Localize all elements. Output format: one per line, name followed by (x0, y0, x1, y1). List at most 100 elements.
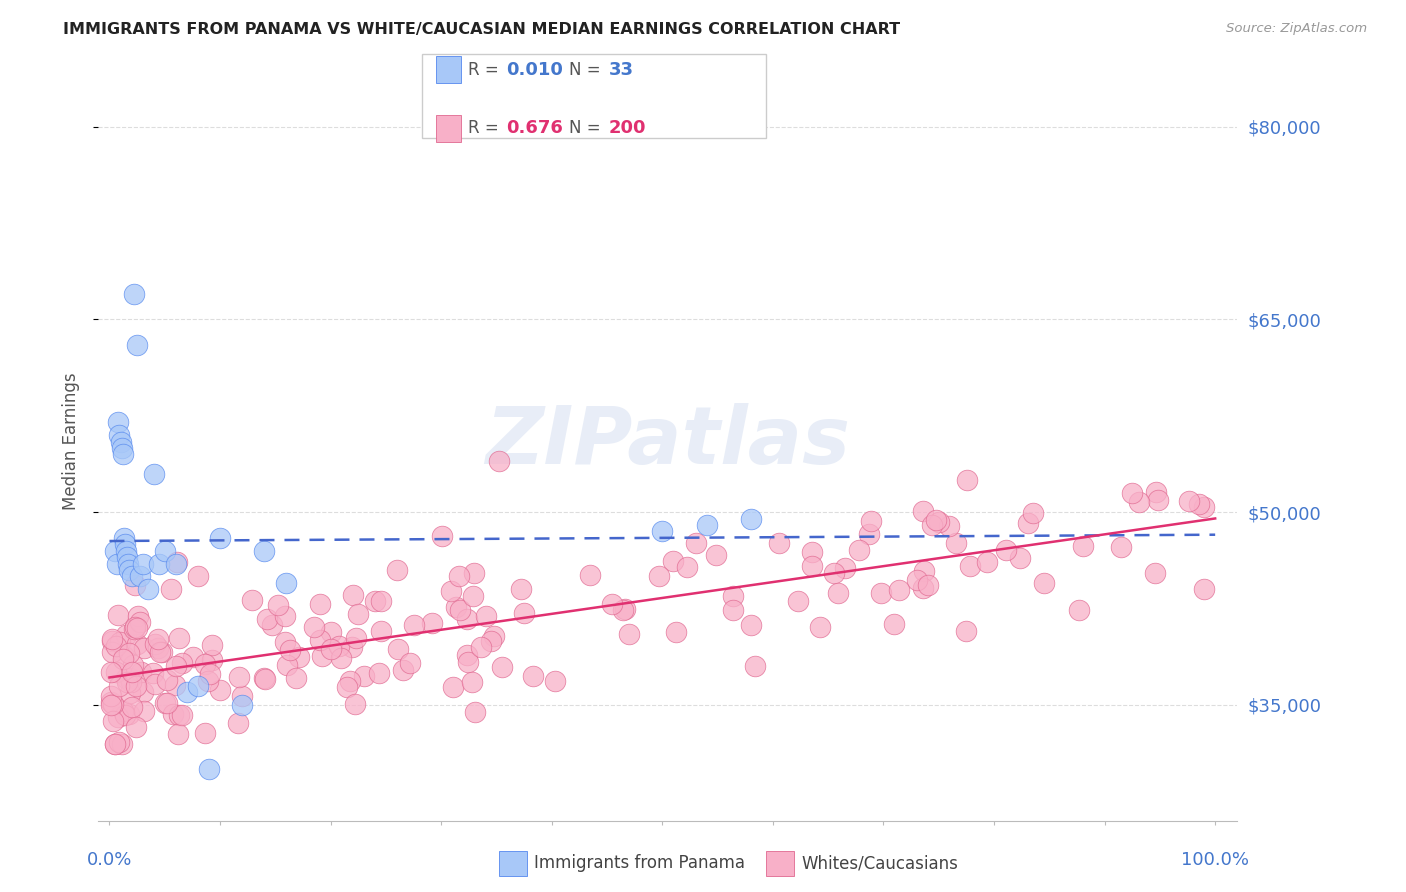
Point (150, 645, 173, 659)
Point (912, 504, 935, 518)
Point (153, 543, 176, 558)
Point (125, 679, 148, 693)
Point (274, 609, 297, 624)
Point (544, 674, 567, 689)
Point (163, 678, 186, 692)
Point (112, 704, 135, 718)
Point (167, 708, 190, 723)
Point (368, 665, 391, 680)
Point (457, 655, 479, 669)
Point (344, 631, 367, 645)
Point (112, 649, 135, 664)
Point (172, 708, 194, 723)
Point (938, 518, 960, 533)
Point (143, 637, 166, 651)
Point (463, 566, 485, 580)
Point (488, 454, 510, 468)
Point (209, 531, 232, 545)
Point (925, 513, 948, 527)
Point (108, 735, 131, 749)
Point (122, 623, 145, 637)
Point (342, 588, 364, 602)
Point (162, 707, 184, 722)
Point (108, 679, 131, 693)
Point (114, 537, 136, 551)
Point (228, 670, 250, 684)
Point (1022, 507, 1045, 521)
Point (721, 603, 744, 617)
Point (104, 737, 127, 751)
Point (600, 597, 623, 611)
Point (231, 689, 253, 703)
Point (253, 543, 276, 558)
Point (744, 659, 766, 673)
Point (156, 696, 179, 710)
Point (302, 620, 325, 634)
Point (801, 545, 824, 559)
Point (347, 607, 370, 621)
Point (456, 612, 478, 626)
Point (105, 639, 128, 653)
Point (340, 640, 363, 655)
Point (260, 617, 283, 632)
Point (1144, 485, 1167, 500)
Point (336, 680, 359, 694)
Point (614, 602, 637, 616)
Text: N =: N = (569, 120, 606, 137)
Point (117, 647, 139, 661)
Point (132, 640, 155, 655)
Point (100, 645, 122, 659)
Point (124, 720, 146, 734)
Point (883, 616, 905, 631)
Point (444, 600, 467, 615)
Text: R =: R = (468, 61, 505, 78)
Point (108, 428, 131, 442)
Point (456, 648, 478, 662)
Point (115, 675, 138, 690)
Point (122, 286, 145, 301)
Point (420, 616, 443, 631)
Point (121, 700, 143, 714)
Point (117, 557, 139, 571)
Point (132, 704, 155, 718)
Point (1033, 576, 1056, 591)
Point (166, 556, 188, 570)
Point (165, 557, 187, 571)
Point (285, 671, 308, 685)
Point (253, 672, 276, 686)
Point (404, 618, 426, 632)
Point (522, 668, 544, 682)
Point (619, 627, 641, 641)
Point (208, 683, 231, 698)
Point (112, 651, 135, 665)
Point (449, 603, 471, 617)
Point (612, 603, 634, 617)
Point (231, 698, 253, 712)
Point (111, 441, 134, 455)
Point (198, 667, 221, 681)
Point (100, 698, 122, 712)
Point (321, 625, 343, 640)
Point (197, 673, 219, 688)
Point (385, 563, 408, 577)
Point (928, 515, 950, 529)
Text: Immigrants from Panama: Immigrants from Panama (534, 855, 745, 872)
Point (129, 665, 152, 680)
Point (353, 668, 375, 682)
Point (142, 467, 165, 481)
Point (108, 635, 131, 649)
Point (127, 637, 149, 651)
Point (339, 673, 361, 688)
Point (167, 727, 190, 741)
Point (461, 675, 484, 690)
Point (129, 569, 152, 583)
Point (329, 650, 352, 665)
Point (176, 685, 198, 699)
Point (441, 680, 464, 694)
Point (1111, 540, 1133, 554)
Text: Source: ZipAtlas.com: Source: ZipAtlas.com (1226, 22, 1367, 36)
Point (449, 569, 471, 583)
Point (675, 560, 697, 574)
Point (651, 524, 673, 539)
Point (104, 543, 127, 558)
